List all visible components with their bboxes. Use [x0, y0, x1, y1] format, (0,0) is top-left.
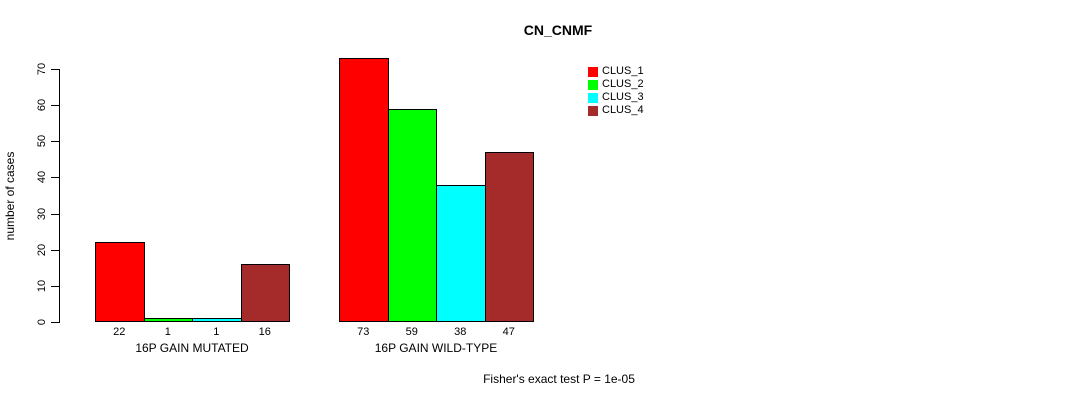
bar-clus_1-group-2 — [339, 58, 389, 322]
chart-title: CN_CNMF — [523, 22, 593, 38]
bar-clus_1-group-1 — [95, 242, 145, 322]
y-axis-tick-label: 10 — [36, 279, 48, 292]
y-axis-tick — [51, 177, 59, 179]
bar-clus_3-group-1 — [192, 318, 242, 322]
category-label: 16P GAIN WILD-TYPE — [374, 341, 498, 355]
bar-value-label: 22 — [113, 326, 126, 338]
y-axis-tick — [51, 141, 59, 143]
legend-item-clus_4: CLUS_4 — [588, 104, 644, 117]
y-axis-tick — [51, 105, 59, 107]
legend-swatch-clus_3 — [588, 92, 598, 103]
bar-value-label: 73 — [357, 326, 370, 338]
legend-item-clus_1: CLUS_1 — [588, 65, 644, 78]
bar-clus_3-group-2 — [436, 185, 486, 322]
legend-label: CLUS_2 — [602, 78, 644, 90]
bar-clus_4-group-1 — [240, 264, 290, 322]
legend-swatch-clus_4 — [588, 105, 598, 116]
y-axis-tick — [51, 213, 59, 215]
y-axis-line — [59, 69, 60, 323]
bar-clus_2-group-2 — [387, 109, 437, 322]
bar-clus_2-group-1 — [143, 318, 193, 322]
y-axis-tick-label: 30 — [36, 207, 48, 220]
legend-label: CLUS_3 — [602, 91, 644, 103]
legend-item-clus_3: CLUS_3 — [588, 91, 644, 104]
category-label: 16P GAIN MUTATED — [135, 341, 249, 355]
y-axis-tick-label: 60 — [36, 99, 48, 112]
legend-label: CLUS_4 — [602, 104, 644, 116]
y-axis-tick-label: 70 — [36, 62, 48, 76]
legend-label: CLUS_1 — [602, 65, 644, 77]
legend-item-clus_2: CLUS_2 — [588, 78, 644, 91]
y-axis-label: number of cases — [3, 151, 17, 241]
y-axis-tick — [51, 322, 59, 323]
bar-value-label: 1 — [164, 326, 171, 338]
bar-value-label: 16 — [258, 326, 271, 338]
bar-value-label: 47 — [502, 326, 515, 338]
legend-swatch-clus_2 — [588, 79, 598, 90]
y-axis-tick-label: 50 — [36, 135, 48, 148]
y-axis-tick — [51, 69, 59, 71]
bar-value-label: 1 — [213, 326, 220, 338]
y-axis-tick-label: 20 — [36, 243, 48, 256]
y-axis-tick-label: 0 — [36, 318, 48, 326]
y-axis-tick — [51, 285, 59, 287]
y-axis-tick-label: 40 — [36, 171, 48, 184]
bar-value-label: 38 — [454, 326, 467, 338]
statistical-test-annotation: Fisher's exact test P = 1e-05 — [483, 372, 635, 386]
bar-value-label: 59 — [405, 326, 418, 338]
y-axis-tick — [51, 249, 59, 251]
legend-swatch-clus_1 — [588, 66, 598, 77]
bar-clus_4-group-2 — [484, 152, 534, 322]
